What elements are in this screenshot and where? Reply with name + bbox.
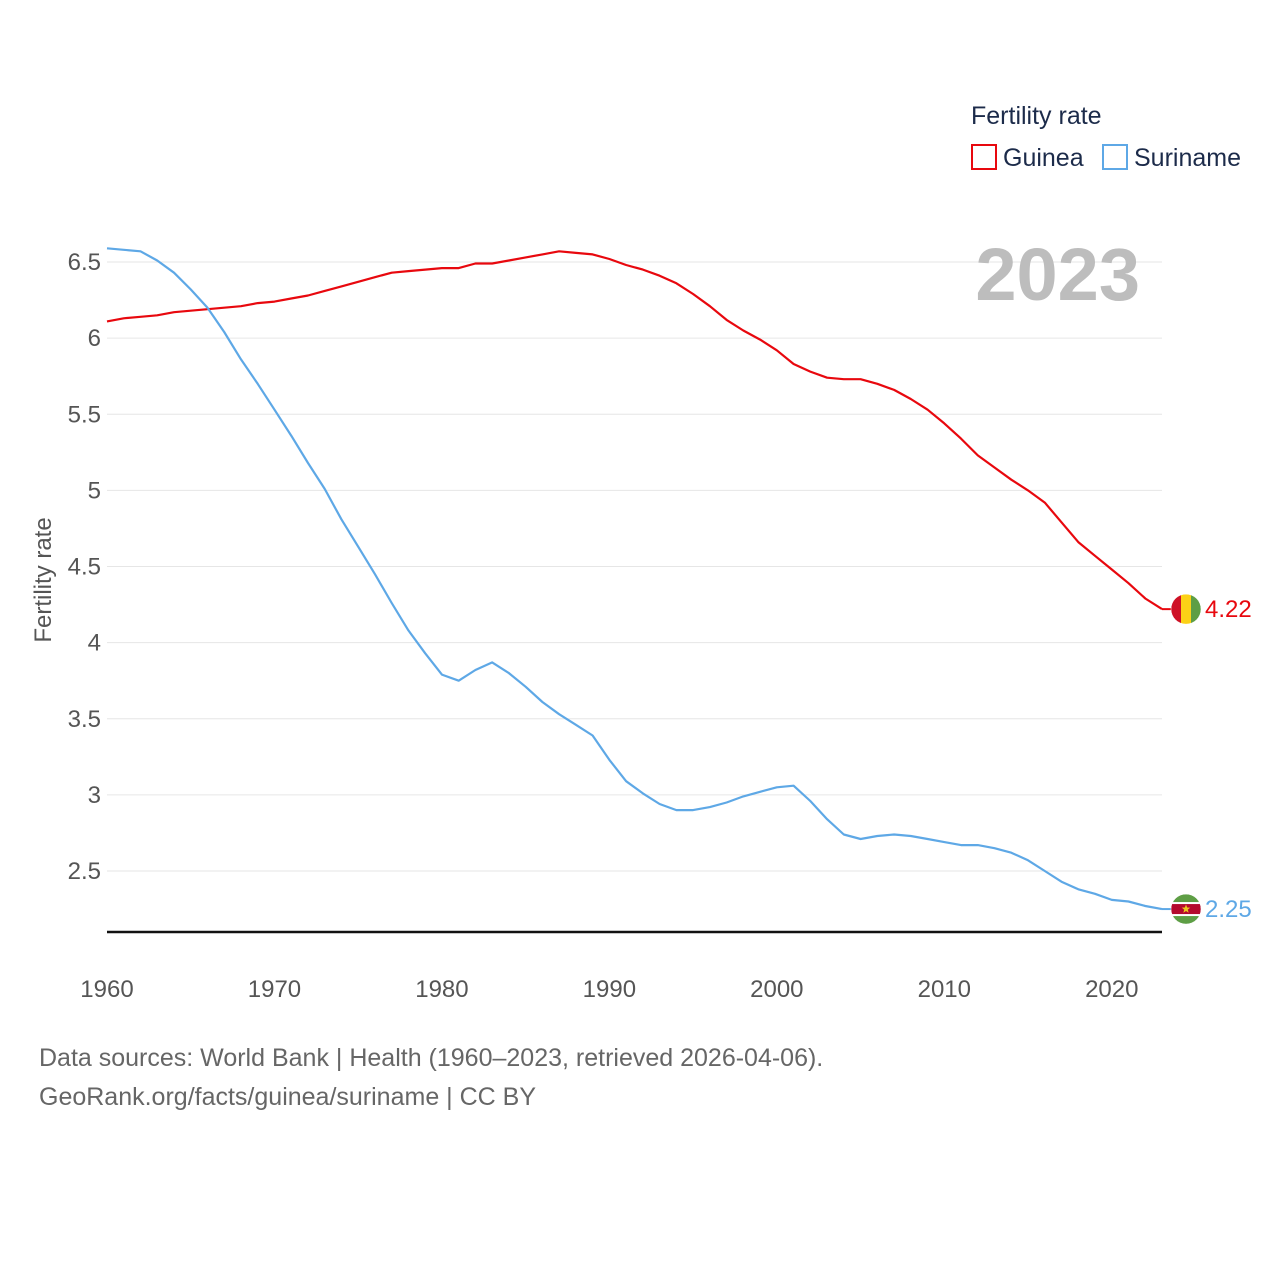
y-axis-label: Fertility rate xyxy=(30,517,57,642)
legend-item-guinea[interactable]: Guinea xyxy=(971,144,1084,172)
y-tick-label-2.5: 2.5 xyxy=(68,858,101,885)
y-tick-label-4.5: 4.5 xyxy=(68,554,101,581)
end-value-label-suriname: 2.25 xyxy=(1205,896,1252,923)
x-tick-label-1970: 1970 xyxy=(248,976,301,1003)
flag-guinea-red-band xyxy=(1171,594,1181,625)
flag-ring-suriname xyxy=(1170,893,1202,925)
x-tick-label-1990: 1990 xyxy=(583,976,636,1003)
flag-guinea-yellow-band xyxy=(1181,594,1191,625)
x-tick-label-2020: 2020 xyxy=(1085,976,1138,1003)
x-axis-ticks: 1960 1970 1980 1990 2000 2010 2020 xyxy=(80,976,1138,1003)
x-tick-label-2000: 2000 xyxy=(750,976,803,1003)
legend-label-guinea: Guinea xyxy=(1003,144,1084,172)
flag-ring-guinea xyxy=(1170,593,1202,625)
end-value-label-guinea: 4.22 xyxy=(1205,596,1252,623)
y-tick-label-4: 4 xyxy=(88,630,101,657)
series-line-suriname xyxy=(106,247,1163,911)
y-tick-label-5.5: 5.5 xyxy=(68,401,101,428)
y-tick-label-6: 6 xyxy=(88,325,101,352)
flag-guinea-green-band xyxy=(1191,594,1201,625)
end-markers: 4.22 2.25 xyxy=(1162,593,1252,925)
legend-swatch-suriname xyxy=(1102,144,1128,170)
current-year-label: 2023 xyxy=(975,233,1140,316)
y-tick-label-3: 3 xyxy=(88,782,101,809)
y-tick-label-3.5: 3.5 xyxy=(68,706,101,733)
x-tick-label-1980: 1980 xyxy=(415,976,468,1003)
legend-title: Fertility rate xyxy=(971,102,1102,130)
attribution-link[interactable]: GeoRank.org/facts/guinea/suriname | CC B… xyxy=(39,1083,537,1111)
legend-label-suriname: Suriname xyxy=(1134,144,1241,172)
flag-suriname-icon xyxy=(1171,894,1201,925)
data-source-note: Data sources: World Bank | Health (1960–… xyxy=(39,1044,824,1072)
y-tick-label-5: 5 xyxy=(88,477,101,504)
y-axis-ticks: 2.5 3 3.5 4 4.5 5 5.5 6 6.5 xyxy=(68,249,101,885)
series-lines xyxy=(106,247,1163,911)
legend-swatch-guinea xyxy=(971,144,997,170)
legend: Fertility rate Guinea Suriname xyxy=(971,102,1241,172)
y-tick-label-6.5: 6.5 xyxy=(68,249,101,276)
x-tick-label-1960: 1960 xyxy=(80,976,133,1003)
flag-suriname-star-icon xyxy=(1181,904,1191,913)
x-tick-label-2010: 2010 xyxy=(918,976,971,1003)
gridlines xyxy=(107,261,1162,872)
legend-item-suriname[interactable]: Suriname xyxy=(1102,144,1241,172)
series-line-guinea xyxy=(106,250,1163,611)
flag-guinea-icon xyxy=(1171,594,1201,625)
